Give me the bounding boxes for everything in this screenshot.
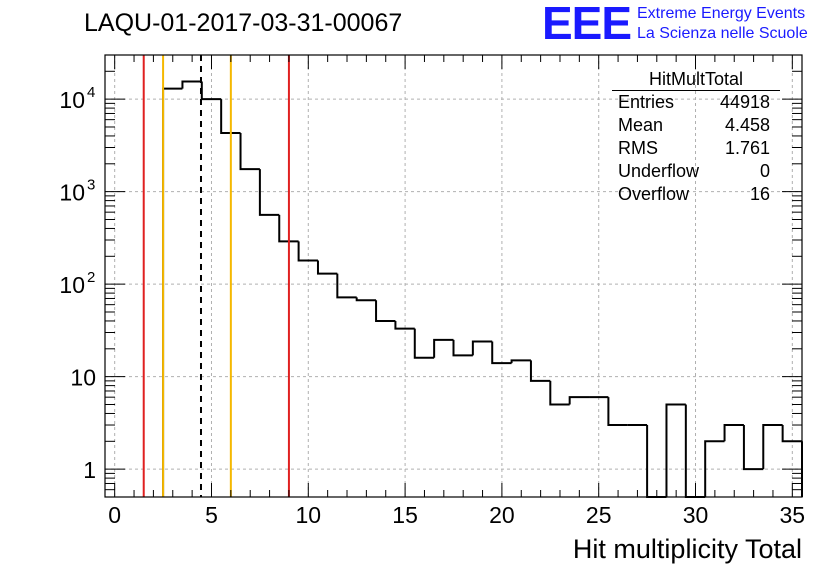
y-tick-exponent: 3 xyxy=(87,177,95,194)
histogram-bin xyxy=(278,214,299,243)
stats-row-mean: Mean 4.458 xyxy=(612,114,776,137)
histogram-bin xyxy=(742,425,764,471)
stats-row-entries: Entries 44918 xyxy=(612,91,776,114)
histogram-bin xyxy=(220,99,241,135)
histogram-bin xyxy=(316,260,338,275)
stats-row-underflow: Underflow 0 xyxy=(612,160,776,183)
histogram-bin xyxy=(297,241,318,262)
y-tick-label: 10 xyxy=(59,180,85,206)
stats-value: 0 xyxy=(759,161,770,181)
x-tick-label: 0 xyxy=(108,502,121,528)
stats-label: Mean xyxy=(618,115,664,135)
y-tick-label: 10 xyxy=(59,87,85,113)
stats-title: HitMultTotal xyxy=(612,70,780,91)
histogram-bin xyxy=(375,300,396,322)
x-tick-label: 15 xyxy=(392,502,418,528)
x-axis-label: Hit multiplicity Total xyxy=(572,534,802,564)
y-tick-label: 10 xyxy=(70,365,96,391)
histogram-bin xyxy=(394,320,415,330)
histogram-bin xyxy=(355,297,377,302)
histogram-bin xyxy=(529,360,551,382)
histogram-bin xyxy=(162,87,183,497)
stats-row-overflow: Overflow 16 xyxy=(612,183,776,206)
chart-title: LAQU-01-2017-03-31-00067 xyxy=(84,9,403,37)
histogram-bin xyxy=(200,81,222,101)
x-tick-label: 20 xyxy=(489,502,515,528)
histogram-bin xyxy=(181,80,202,89)
stats-value: 4.458 xyxy=(724,115,770,135)
y-tick-label: 1 xyxy=(83,457,96,483)
stats-label: Overflow xyxy=(618,184,690,204)
y-tick-exponent: 4 xyxy=(87,84,95,101)
histogram-bin xyxy=(413,328,435,359)
histogram-bin xyxy=(549,380,570,406)
axis-ticks xyxy=(105,54,802,498)
stats-row-rms: RMS 1.761 xyxy=(612,137,776,160)
histogram-bin xyxy=(510,359,531,364)
marker-lines xyxy=(142,55,290,497)
logo-subtitle-2: La Scienza nelle Scuole xyxy=(637,25,808,42)
eee-logo: EEE xyxy=(542,0,632,49)
histogram-bin xyxy=(723,424,744,442)
x-tick-label: 25 xyxy=(586,502,612,528)
stats-label: Entries xyxy=(618,92,675,112)
histogram-bin xyxy=(646,425,667,498)
histogram-bin xyxy=(762,424,783,470)
histogram-bin xyxy=(336,273,357,299)
stats-box: HitMultTotal Entries 44918 Mean 4.458 RM… xyxy=(612,70,780,206)
histogram-bin xyxy=(258,169,280,216)
x-tick-label: 30 xyxy=(683,502,709,528)
histogram-bin xyxy=(568,396,590,405)
stats-label: RMS xyxy=(618,138,658,158)
x-tick-label: 10 xyxy=(295,502,321,528)
y-tick-label: 10 xyxy=(59,272,85,298)
plot-frame xyxy=(104,54,803,498)
histogram-bin xyxy=(471,340,493,356)
stats-value: 16 xyxy=(749,184,770,204)
histogram-bin xyxy=(433,338,454,358)
y-tick-exponent: 2 xyxy=(87,269,95,286)
stats-value: 1.761 xyxy=(724,138,770,158)
histogram-bin xyxy=(491,341,512,365)
logo-subtitle-1: Extreme Energy Events xyxy=(637,5,806,22)
histogram-bin xyxy=(452,339,473,357)
stats-label: Underflow xyxy=(618,161,700,181)
x-tick-label: 35 xyxy=(780,502,806,528)
histogram-bin xyxy=(239,133,260,171)
histogram-bin xyxy=(704,440,725,497)
histogram-bin xyxy=(607,397,628,427)
x-tick-label: 5 xyxy=(205,502,218,528)
stats-value: 44918 xyxy=(719,92,770,112)
grid-lines xyxy=(105,55,802,497)
histogram-bin xyxy=(665,403,686,497)
